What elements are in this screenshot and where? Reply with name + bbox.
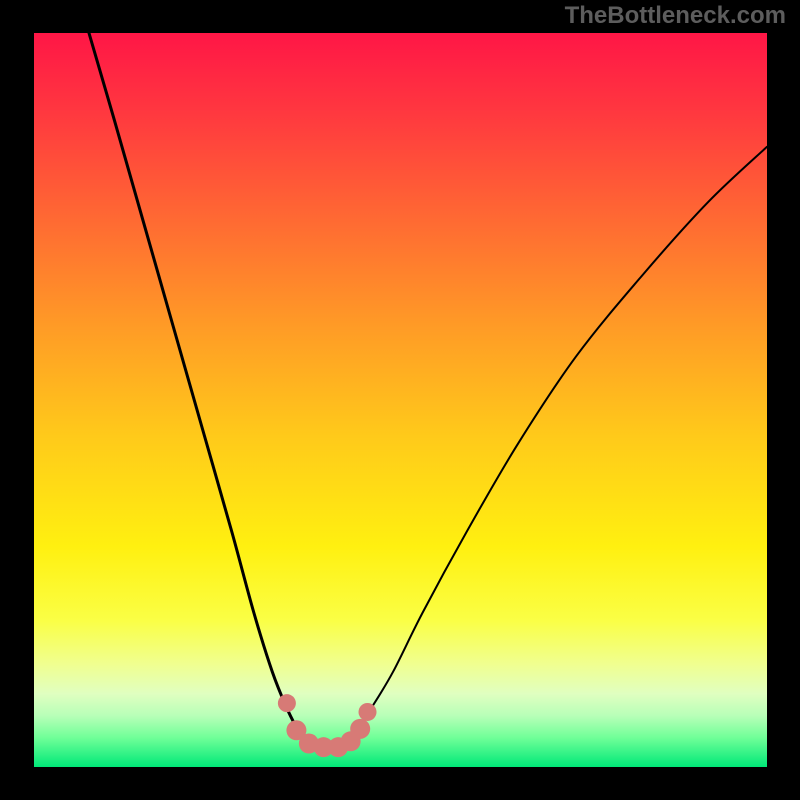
chart-container: TheBottleneck.com <box>0 0 800 800</box>
marker-dot <box>359 703 377 721</box>
marker-dot <box>350 719 370 739</box>
watermark-label: TheBottleneck.com <box>565 2 786 30</box>
chart-svg <box>0 0 800 800</box>
marker-dot <box>278 694 296 712</box>
